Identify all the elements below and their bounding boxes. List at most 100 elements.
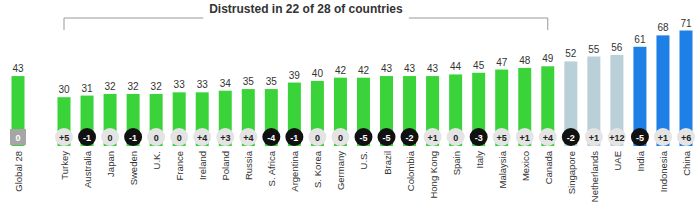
change-label: +4	[197, 133, 207, 143]
change-label: -5	[636, 133, 644, 143]
data-label: 56	[611, 42, 623, 53]
tick: Italy	[474, 151, 485, 169]
change-marker: -1	[124, 128, 142, 146]
data-label: 71	[680, 18, 692, 29]
change-label: 0	[108, 133, 113, 143]
change-circle	[677, 128, 695, 146]
change-marker: 0	[170, 128, 188, 146]
category-label: India	[635, 150, 646, 171]
tick: France	[174, 151, 185, 181]
change-circle	[424, 128, 442, 146]
change-circle	[354, 128, 372, 146]
change-circle	[401, 128, 419, 146]
change-label: 0	[338, 133, 343, 143]
data-label: 39	[289, 70, 301, 81]
change-circle	[654, 128, 672, 146]
change-circle	[608, 128, 626, 146]
data-label: 44	[450, 61, 462, 72]
data-label: 33	[197, 79, 209, 90]
data-label: 30	[58, 84, 70, 95]
change-circle	[239, 128, 257, 146]
bar	[219, 91, 232, 146]
category-label: Netherlands	[589, 151, 600, 202]
bar	[58, 97, 71, 146]
change-label: 0	[154, 133, 159, 143]
bar	[518, 68, 531, 146]
tick: U.K.	[151, 151, 162, 169]
tick: S. Africa	[266, 150, 277, 186]
change-label: +5	[497, 133, 507, 143]
change-label: +3	[220, 133, 230, 143]
data-label: 43	[427, 63, 439, 74]
change-circle	[216, 128, 234, 146]
change-circle	[124, 128, 142, 146]
change-label: -1	[290, 133, 298, 143]
data-label: 55	[588, 44, 600, 55]
tick: Indonesia	[658, 150, 669, 192]
category-label: Poland	[220, 151, 231, 181]
change-label: 0	[177, 133, 182, 143]
change-marker: +3	[216, 128, 234, 146]
category-label: Mexico	[520, 151, 531, 181]
data-label: 42	[335, 65, 347, 76]
change-markers: 0+5-10-100+4+3+4-4-100-5-5-2+10-3+5+1+4-…	[10, 128, 695, 146]
category-label: Sweden	[128, 151, 139, 185]
change-marker: -4	[262, 128, 280, 146]
category-label: S. Africa	[266, 150, 277, 186]
chart: Distrusted in 22 of 28 of countries 43 30 3…	[0, 0, 700, 206]
change-marker: 0	[10, 129, 26, 145]
change-circle	[516, 128, 534, 146]
category-label: Argentina	[289, 150, 300, 191]
change-marker: -5	[378, 128, 396, 146]
data-label: 43	[12, 63, 24, 74]
data-label: 47	[496, 57, 508, 68]
data-label: 32	[151, 81, 163, 92]
change-label: +1	[658, 133, 668, 143]
data-label: 43	[404, 63, 416, 74]
category-label: U.K.	[151, 151, 162, 169]
change-marker: +5	[55, 128, 73, 146]
bar	[426, 76, 439, 146]
change-marker: 0	[101, 128, 119, 146]
data-label: 49	[542, 53, 554, 64]
bar	[495, 70, 508, 146]
title: Distrusted in 22 of 28 of countries	[209, 2, 403, 16]
data-label: 31	[81, 83, 93, 94]
change-label: -3	[475, 133, 483, 143]
data-label: 68	[657, 22, 669, 33]
tick: U.S.	[358, 151, 369, 169]
category-label: Germany	[335, 151, 346, 190]
change-label: -5	[359, 133, 367, 143]
change-marker: -2	[562, 128, 580, 146]
tick: Colombia	[405, 150, 416, 191]
x-axis: Global 28TurkeyAustraliaJapanSwedenU.K.F…	[13, 150, 692, 202]
change-circle	[447, 128, 465, 146]
change-circle	[331, 128, 349, 146]
tick: Russia	[243, 150, 254, 180]
category-label: China	[681, 150, 692, 176]
change-marker: +1	[424, 128, 442, 146]
data-label: 40	[312, 68, 324, 79]
change-label: +4	[543, 133, 553, 143]
change-marker: 0	[308, 128, 326, 146]
tick: Netherlands	[589, 151, 600, 202]
tick: Japan	[105, 151, 116, 177]
change-marker: +5	[493, 128, 511, 146]
category-label: Brazil	[382, 151, 393, 175]
tick: Spain	[451, 151, 462, 175]
change-label: -4	[267, 133, 275, 143]
category-label: Indonesia	[658, 150, 669, 192]
tick: S. Korea	[312, 150, 323, 188]
change-label: -5	[383, 133, 391, 143]
change-marker: 0	[147, 128, 165, 146]
bar	[242, 89, 255, 146]
change-label: +1	[589, 133, 599, 143]
change-circle	[378, 128, 396, 146]
change-marker: -3	[470, 128, 488, 146]
change-marker: +4	[239, 128, 257, 146]
tick: China	[681, 150, 692, 176]
change-circle	[470, 128, 488, 146]
bar	[541, 66, 554, 146]
category-label: Hong Kong	[428, 151, 439, 199]
bars	[12, 31, 693, 146]
